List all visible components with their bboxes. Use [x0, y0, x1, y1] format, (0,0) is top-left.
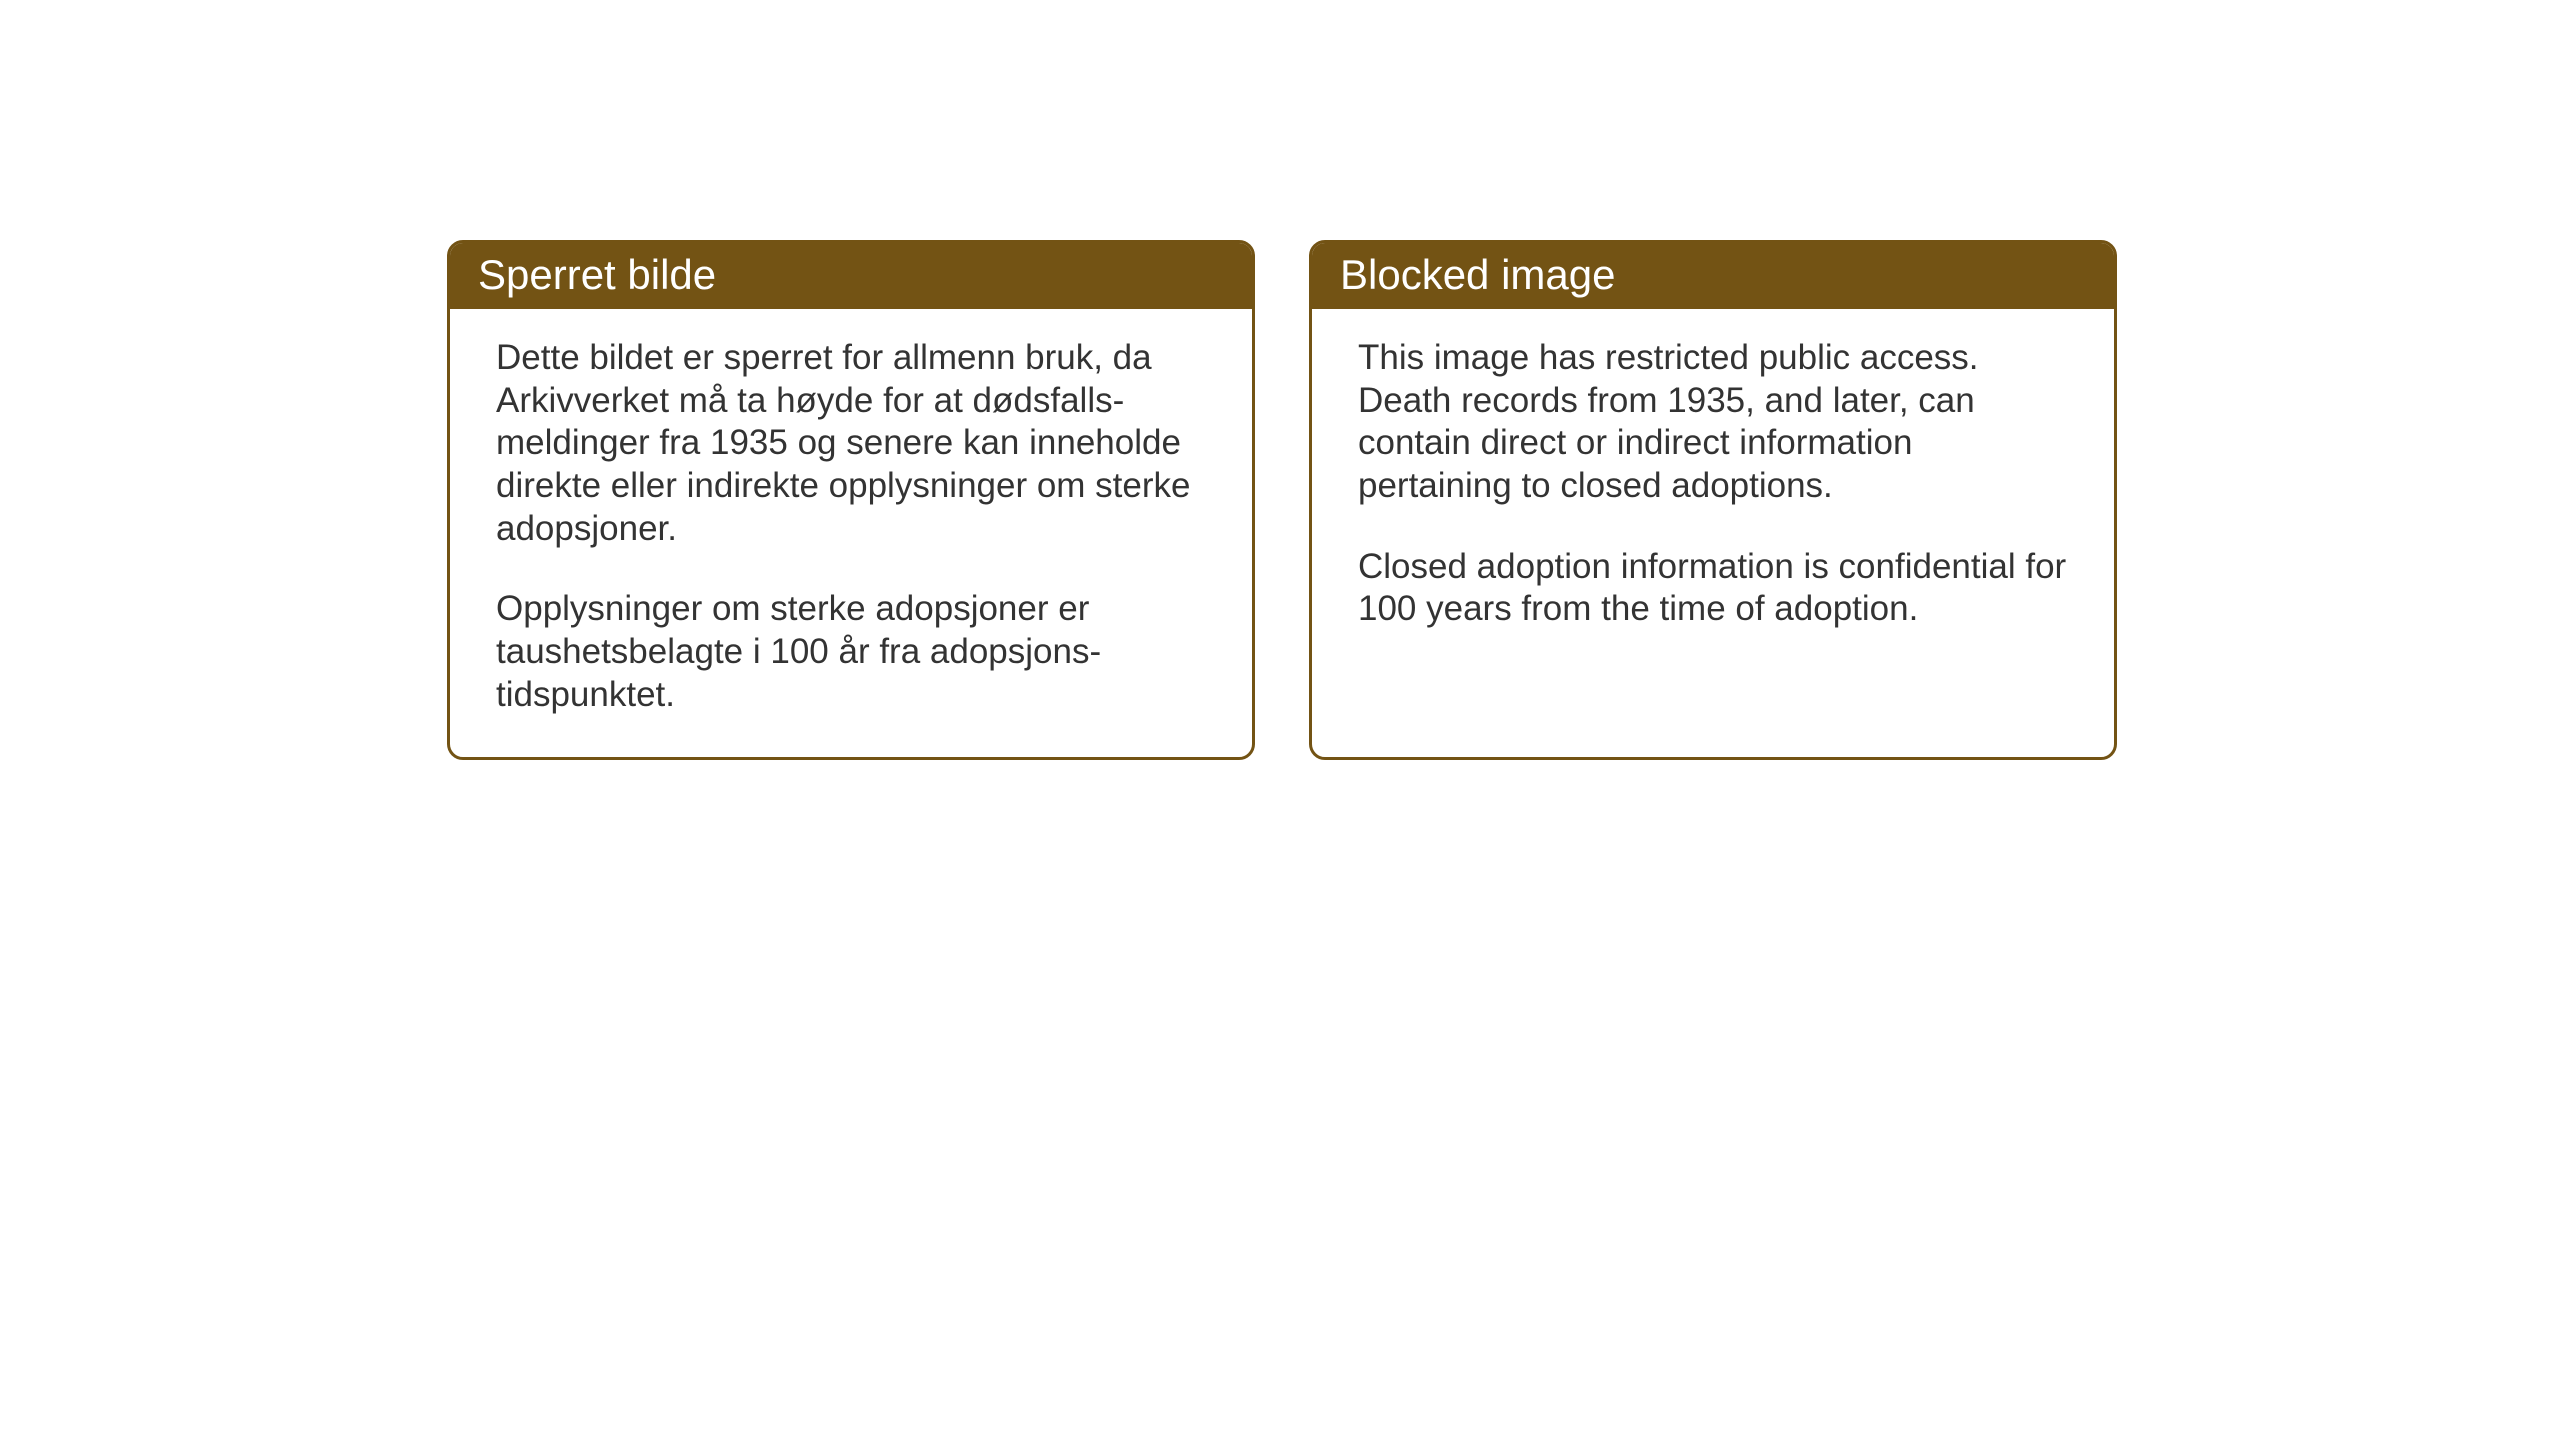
card-body-english: This image has restricted public access.…	[1312, 309, 2114, 671]
card-paragraph2-english: Closed adoption information is confident…	[1358, 546, 2068, 631]
card-title-norwegian: Sperret bilde	[478, 251, 716, 298]
card-paragraph1-english: This image has restricted public access.…	[1358, 337, 2068, 508]
card-title-english: Blocked image	[1340, 251, 1615, 298]
card-paragraph2-norwegian: Opplysninger om sterke adopsjoner er tau…	[496, 588, 1206, 716]
notice-card-norwegian: Sperret bilde Dette bildet er sperret fo…	[447, 240, 1255, 760]
card-paragraph1-norwegian: Dette bildet er sperret for allmenn bruk…	[496, 337, 1206, 550]
card-header-english: Blocked image	[1312, 243, 2114, 309]
notice-card-english: Blocked image This image has restricted …	[1309, 240, 2117, 760]
card-body-norwegian: Dette bildet er sperret for allmenn bruk…	[450, 309, 1252, 757]
notice-container: Sperret bilde Dette bildet er sperret fo…	[447, 240, 2117, 760]
card-header-norwegian: Sperret bilde	[450, 243, 1252, 309]
